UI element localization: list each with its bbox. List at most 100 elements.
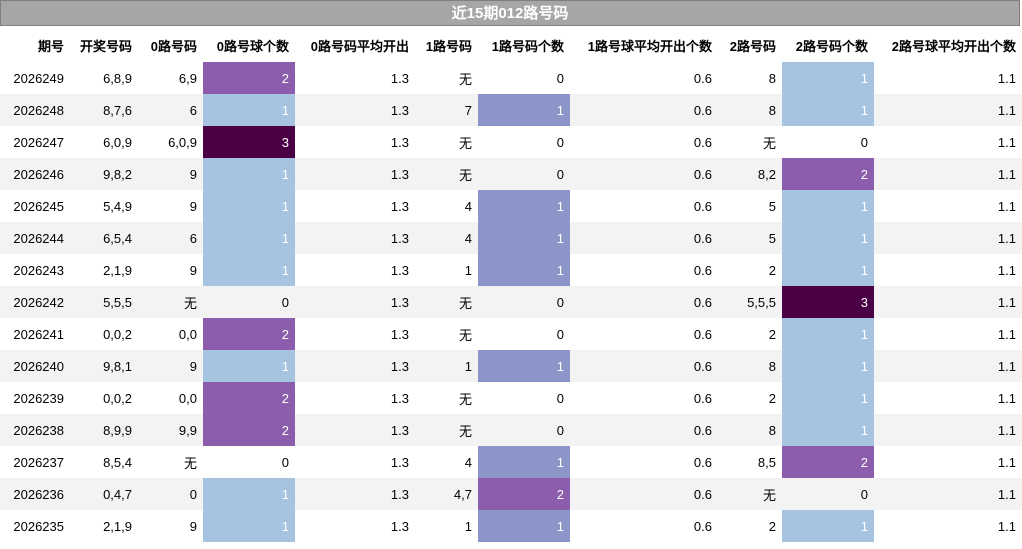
cell-route2-count: 1 bbox=[782, 350, 874, 382]
cell-route2-count: 1 bbox=[782, 318, 874, 350]
table-row: 2026239 0,0,2 0,0 2 1.3 无 0 0.6 2 1 1.1 bbox=[0, 382, 1022, 414]
cell-route2-count: 1 bbox=[782, 382, 874, 414]
header-route0-avg: 0路号码平均开出 bbox=[295, 28, 415, 62]
cell-route1-numbers: 无 bbox=[415, 318, 478, 350]
cell-route1-count: 1 bbox=[478, 222, 570, 254]
cell-period: 2026239 bbox=[0, 382, 70, 414]
cell-route1-count: 1 bbox=[478, 190, 570, 222]
cell-route2-avg: 1.1 bbox=[874, 222, 1022, 254]
cell-route2-count: 1 bbox=[782, 62, 874, 94]
cell-route1-numbers: 1 bbox=[415, 510, 478, 542]
cell-route1-count: 0 bbox=[478, 414, 570, 446]
cell-route2-avg: 1.1 bbox=[874, 286, 1022, 318]
cell-route0-avg: 1.3 bbox=[295, 222, 415, 254]
cell-route1-numbers: 无 bbox=[415, 126, 478, 158]
header-row: 期号 开奖号码 0路号码 0路号球个数 0路号码平均开出 1路号码 1路号码个数… bbox=[0, 28, 1022, 62]
cell-route2-numbers: 8 bbox=[718, 350, 782, 382]
cell-route2-count: 1 bbox=[782, 190, 874, 222]
table-row: 2026244 6,5,4 6 1 1.3 4 1 0.6 5 1 1.1 bbox=[0, 222, 1022, 254]
cell-route1-count: 0 bbox=[478, 62, 570, 94]
header-route1-count: 1路号码个数 bbox=[478, 28, 570, 62]
cell-route0-avg: 1.3 bbox=[295, 62, 415, 94]
header-route2-avg: 2路号球平均开出个数 bbox=[874, 28, 1022, 62]
header-period: 期号 bbox=[0, 28, 70, 62]
cell-draw-numbers: 0,0,2 bbox=[70, 382, 138, 414]
cell-route0-avg: 1.3 bbox=[295, 318, 415, 350]
cell-draw-numbers: 2,1,9 bbox=[70, 510, 138, 542]
table-row: 2026242 5,5,5 无 0 1.3 无 0 0.6 5,5,5 3 1.1 bbox=[0, 286, 1022, 318]
cell-route2-avg: 1.1 bbox=[874, 318, 1022, 350]
cell-route0-count: 0 bbox=[203, 446, 295, 478]
table-row: 2026248 8,7,6 6 1 1.3 7 1 0.6 8 1 1.1 bbox=[0, 94, 1022, 126]
cell-route0-avg: 1.3 bbox=[295, 94, 415, 126]
cell-route0-avg: 1.3 bbox=[295, 286, 415, 318]
cell-route1-numbers: 无 bbox=[415, 382, 478, 414]
cell-route1-avg: 0.6 bbox=[570, 62, 718, 94]
cell-period: 2026244 bbox=[0, 222, 70, 254]
table-row: 2026240 9,8,1 9 1 1.3 1 1 0.6 8 1 1.1 bbox=[0, 350, 1022, 382]
cell-route1-count: 0 bbox=[478, 286, 570, 318]
cell-route1-numbers: 无 bbox=[415, 62, 478, 94]
data-table: 期号 开奖号码 0路号码 0路号球个数 0路号码平均开出 1路号码 1路号码个数… bbox=[0, 28, 1022, 542]
cell-route1-avg: 0.6 bbox=[570, 286, 718, 318]
cell-draw-numbers: 9,8,2 bbox=[70, 158, 138, 190]
cell-route1-avg: 0.6 bbox=[570, 254, 718, 286]
cell-route0-numbers: 9 bbox=[138, 254, 203, 286]
cell-route1-numbers: 无 bbox=[415, 158, 478, 190]
cell-route1-count: 0 bbox=[478, 158, 570, 190]
cell-route1-avg: 0.6 bbox=[570, 510, 718, 542]
table-row: 2026236 0,4,7 0 1 1.3 4,7 2 0.6 无 0 1.1 bbox=[0, 478, 1022, 510]
cell-route1-count: 1 bbox=[478, 446, 570, 478]
cell-period: 2026248 bbox=[0, 94, 70, 126]
cell-period: 2026238 bbox=[0, 414, 70, 446]
cell-route2-count: 0 bbox=[782, 478, 874, 510]
cell-draw-numbers: 8,5,4 bbox=[70, 446, 138, 478]
cell-route0-numbers: 0,0 bbox=[138, 318, 203, 350]
cell-route1-numbers: 7 bbox=[415, 94, 478, 126]
cell-route1-avg: 0.6 bbox=[570, 318, 718, 350]
cell-route1-count: 1 bbox=[478, 254, 570, 286]
cell-route0-count: 1 bbox=[203, 478, 295, 510]
cell-route0-count: 2 bbox=[203, 318, 295, 350]
cell-route0-numbers: 6 bbox=[138, 94, 203, 126]
cell-period: 2026240 bbox=[0, 350, 70, 382]
cell-route0-numbers: 9 bbox=[138, 158, 203, 190]
cell-period: 2026249 bbox=[0, 62, 70, 94]
cell-route0-numbers: 9 bbox=[138, 350, 203, 382]
cell-draw-numbers: 6,5,4 bbox=[70, 222, 138, 254]
cell-route0-count: 1 bbox=[203, 510, 295, 542]
cell-route1-count: 0 bbox=[478, 318, 570, 350]
cell-route1-avg: 0.6 bbox=[570, 94, 718, 126]
cell-route1-numbers: 1 bbox=[415, 350, 478, 382]
cell-route0-count: 2 bbox=[203, 62, 295, 94]
cell-route2-count: 3 bbox=[782, 286, 874, 318]
cell-route1-avg: 0.6 bbox=[570, 190, 718, 222]
cell-route0-count: 2 bbox=[203, 382, 295, 414]
cell-route1-avg: 0.6 bbox=[570, 158, 718, 190]
cell-route0-numbers: 0 bbox=[138, 478, 203, 510]
header-route1-numbers: 1路号码 bbox=[415, 28, 478, 62]
cell-route0-count: 1 bbox=[203, 350, 295, 382]
cell-route1-count: 1 bbox=[478, 510, 570, 542]
cell-route2-count: 1 bbox=[782, 254, 874, 286]
cell-route1-count: 2 bbox=[478, 478, 570, 510]
cell-route1-count: 0 bbox=[478, 126, 570, 158]
cell-period: 2026243 bbox=[0, 254, 70, 286]
cell-period: 2026235 bbox=[0, 510, 70, 542]
cell-route2-numbers: 2 bbox=[718, 510, 782, 542]
cell-route0-count: 1 bbox=[203, 254, 295, 286]
header-route1-avg: 1路号球平均开出个数 bbox=[570, 28, 718, 62]
header-route2-numbers: 2路号码 bbox=[718, 28, 782, 62]
table-row: 2026241 0,0,2 0,0 2 1.3 无 0 0.6 2 1 1.1 bbox=[0, 318, 1022, 350]
table-row: 2026235 2,1,9 9 1 1.3 1 1 0.6 2 1 1.1 bbox=[0, 510, 1022, 542]
table-row: 2026237 8,5,4 无 0 1.3 4 1 0.6 8,5 2 1.1 bbox=[0, 446, 1022, 478]
cell-route2-numbers: 2 bbox=[718, 254, 782, 286]
cell-route2-avg: 1.1 bbox=[874, 446, 1022, 478]
cell-route0-numbers: 0,0 bbox=[138, 382, 203, 414]
cell-route1-numbers: 无 bbox=[415, 286, 478, 318]
cell-draw-numbers: 8,9,9 bbox=[70, 414, 138, 446]
cell-route2-count: 1 bbox=[782, 414, 874, 446]
cell-period: 2026247 bbox=[0, 126, 70, 158]
header-route2-count: 2路号码个数 bbox=[782, 28, 874, 62]
cell-route0-avg: 1.3 bbox=[295, 414, 415, 446]
